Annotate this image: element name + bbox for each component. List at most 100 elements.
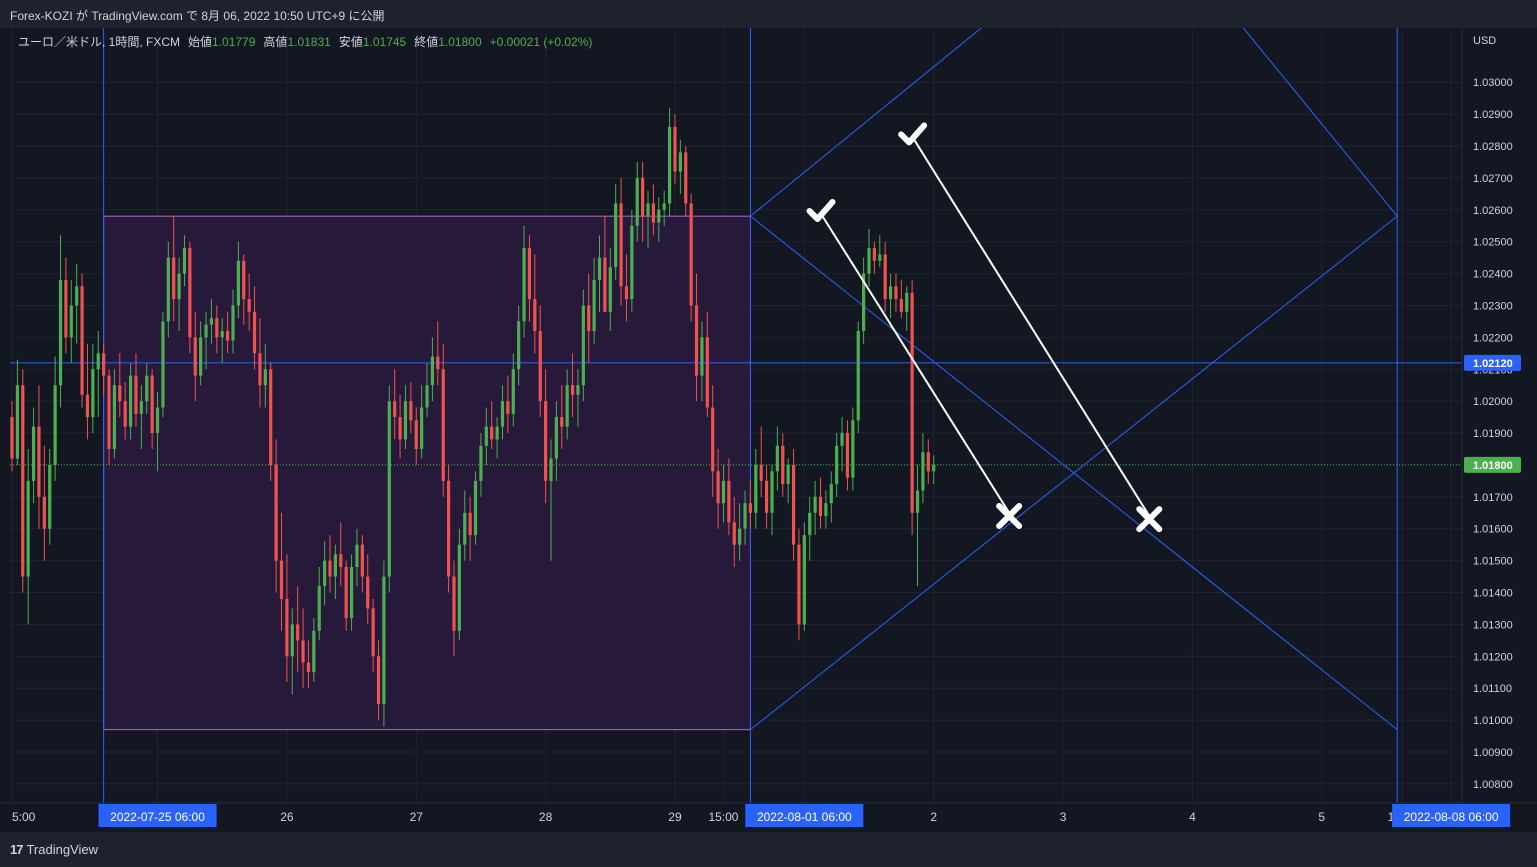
diamond-line xyxy=(750,215,1398,731)
candle-up xyxy=(646,203,650,217)
trade-line xyxy=(819,212,1010,514)
candle-up xyxy=(155,407,160,434)
price-axis-bg xyxy=(1462,28,1537,832)
candle-down xyxy=(651,203,656,223)
candle-down xyxy=(452,576,456,631)
candle-up xyxy=(856,330,860,421)
candle-up xyxy=(31,426,36,481)
candle-down xyxy=(883,254,887,300)
diamond-line xyxy=(1242,28,1398,217)
time-label: 4 xyxy=(1189,810,1196,824)
candle-down xyxy=(624,286,629,300)
candle-down xyxy=(258,353,262,386)
candle-up xyxy=(420,407,424,449)
time-axis[interactable]: 5:00 2022-07-25 06:00 26 27 28 29 15:00 2022-08… xyxy=(0,802,1537,832)
candle-down xyxy=(544,401,548,481)
candle-down xyxy=(603,257,607,312)
legend-symbol: ユーロ／米ドル, 1時間, FXCM xyxy=(18,35,180,49)
time-label: 3 xyxy=(1060,810,1067,824)
candle-up xyxy=(91,369,95,418)
candle-up xyxy=(457,544,461,631)
price-tick: 1.01300 xyxy=(1473,619,1513,631)
candle-up xyxy=(236,260,240,306)
candlestick-chart[interactable]: USD 1.03000 1.02900 1.02800 1.02700 1.02600 1.… xyxy=(0,28,1537,832)
candle-up xyxy=(932,464,936,472)
candle-down xyxy=(123,401,127,427)
candle-down xyxy=(247,299,251,312)
price-tick: 1.02600 xyxy=(1473,205,1513,217)
candle-up xyxy=(786,464,790,485)
candle-down xyxy=(366,576,370,609)
footer-bar: 17 TradingView xyxy=(0,832,1537,867)
candle-up xyxy=(58,279,63,386)
candle-down xyxy=(21,385,25,577)
price-tick: 1.02300 xyxy=(1473,300,1513,312)
candle-down xyxy=(376,656,381,705)
candle-up xyxy=(808,512,812,536)
trade-lines-layer xyxy=(819,135,1151,517)
candle-down xyxy=(506,401,510,414)
candle-up xyxy=(905,292,909,312)
candle-up xyxy=(921,452,925,491)
candle-up xyxy=(495,426,499,440)
candle-up xyxy=(517,321,521,370)
candle-up xyxy=(813,496,817,513)
candle-up xyxy=(576,385,580,395)
price-tick: 1.01500 xyxy=(1473,556,1513,568)
time-label: 28 xyxy=(539,810,553,824)
candle-down xyxy=(560,417,564,427)
candle-up xyxy=(824,503,828,516)
candle-up xyxy=(161,321,165,408)
candle-down xyxy=(587,305,591,331)
legend-low-value: 1.01745 xyxy=(363,35,407,49)
candle-down xyxy=(727,480,731,523)
candles-layer xyxy=(10,107,936,727)
candle-down xyxy=(269,369,273,465)
candle-up xyxy=(139,401,143,414)
candle-down xyxy=(296,624,300,641)
price-tick: 1.00900 xyxy=(1473,747,1513,759)
candle-down xyxy=(37,426,41,497)
candle-up xyxy=(835,445,839,485)
candle-up xyxy=(75,286,79,306)
price-axis[interactable]: USD 1.03000 1.02900 1.02800 1.02700 1.02600 1.… xyxy=(1461,28,1537,832)
price-tick: 1.02900 xyxy=(1473,109,1513,121)
legend-open-value: 1.01779 xyxy=(212,35,256,49)
candle-up xyxy=(112,385,117,449)
candle-up xyxy=(209,318,214,325)
candle-up xyxy=(425,385,429,408)
legend-change: +0.00021 (+0.02%) xyxy=(490,35,593,49)
price-tick: 1.01900 xyxy=(1473,428,1513,440)
legend-high-value: 1.01831 xyxy=(287,35,331,49)
candle-down xyxy=(118,385,122,402)
candle-up xyxy=(96,353,100,370)
price-tick: 1.02700 xyxy=(1473,173,1513,185)
candle-up xyxy=(166,257,170,322)
brand-name: TradingView xyxy=(26,842,99,857)
candle-down xyxy=(684,152,688,204)
candle-up xyxy=(597,257,602,280)
time-label: 5:00 xyxy=(12,810,36,824)
candle-down xyxy=(441,369,445,481)
candle-down xyxy=(10,417,14,459)
candle-down xyxy=(215,318,219,338)
price-label-box xyxy=(1464,354,1521,371)
candle-down xyxy=(926,452,930,472)
candle-up xyxy=(511,369,515,414)
candle-up xyxy=(738,528,742,545)
candle-up xyxy=(721,480,726,504)
price-tick: 1.01200 xyxy=(1473,651,1513,663)
candle-up xyxy=(592,279,596,331)
candle-up xyxy=(333,554,337,577)
candle-up xyxy=(263,369,267,386)
published-info: Forex-KOZI が TradingView.com で 8月 06, 20… xyxy=(10,9,385,23)
candle-up xyxy=(430,356,435,386)
candle-down xyxy=(328,560,332,577)
candle-up xyxy=(69,305,73,338)
candle-up xyxy=(312,630,316,673)
candle-down xyxy=(285,598,289,657)
price-tick: 1.01100 xyxy=(1473,683,1512,695)
tradingview-logo[interactable]: 17 TradingView xyxy=(10,842,98,857)
ohlc-legend: ユーロ／米ドル, 1時間, FXCM 始値 1.01779 高値 1.01831 安値 1… xyxy=(18,34,592,49)
candle-up xyxy=(15,385,19,459)
